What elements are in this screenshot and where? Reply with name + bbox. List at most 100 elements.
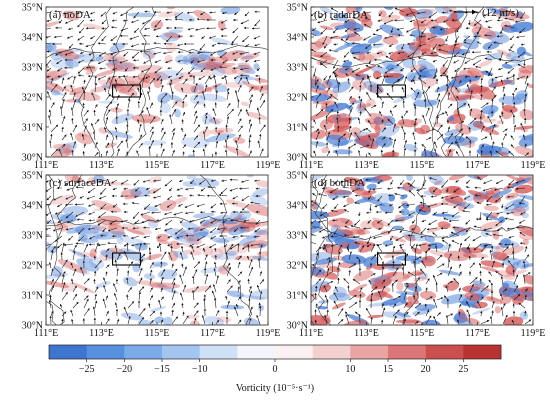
negative-vorticity-patch [503,79,515,86]
y-tick-label: 35°N [22,3,43,14]
negative-vorticity-patch [501,63,513,69]
wind-vector [71,117,74,125]
wind-vector [144,10,151,13]
wind-vector [72,92,76,101]
wind-vector [153,27,162,31]
positive-vorticity-patch [519,109,533,121]
colorbar-tick-label: −25 [79,364,95,375]
wind-vector [222,59,228,64]
wind-vector [200,67,206,73]
positive-vorticity-patch [482,118,497,123]
panel-a: (a) noDA 111°E 113°E 115°E 117°E 119°E 30°N 31°… [22,3,281,172]
wind-vector [237,99,240,109]
wind-vector [208,35,217,39]
wind-vector [97,59,107,64]
wind-vector [240,19,250,25]
positive-vorticity-patch [321,146,330,154]
wind-vector [188,51,195,54]
wind-vector [256,107,261,117]
wind-vector [476,27,482,35]
wind-vector [177,59,184,63]
wind-vector [90,35,96,40]
negative-vorticity-patch [332,139,354,147]
wind-vector [82,102,85,109]
wind-vector [166,35,173,43]
wind-vector [253,51,261,55]
wind-vector [127,98,131,109]
wind-vector [193,101,199,109]
panel-label: (b) radarDA [314,9,368,21]
wind-vector [104,126,107,133]
wind-vector [259,124,266,133]
province-boundary [450,7,485,157]
wind-vector [101,27,107,30]
wind-vector [116,94,120,101]
colorbar-tick-label: 10 [345,364,355,375]
x-tick-label: 119°E [256,328,281,339]
negative-vorticity-patch [490,152,500,157]
wind-vector [61,143,66,149]
positive-vorticity-patch [346,35,363,42]
positive-vorticity-patch [446,113,466,124]
positive-vorticity-patch [477,60,492,68]
negative-vorticity-patch [190,62,223,70]
wind-vector [50,133,53,141]
wind-vector [131,51,140,59]
wind-vector [193,124,201,133]
wind-vector [496,19,504,22]
panel-label: (c) surfaceDA [49,177,112,189]
wind-vector [120,11,129,16]
negative-vorticity-patch [485,52,503,61]
wind-vector [114,85,118,93]
negative-vorticity-patch [198,54,212,61]
wind-vector [112,75,118,78]
wind-vector [257,140,261,149]
wind-vector [133,59,140,62]
x-tick-label: 115°E [410,328,435,339]
wind-vector [330,18,339,21]
wind-vector [169,114,173,125]
wind-vector [239,51,250,55]
positive-vorticity-patch [498,8,518,17]
wind-vector [432,26,438,29]
wind-vector [154,67,162,74]
positive-vorticity-patch [143,50,153,56]
wind-vector [226,91,230,101]
wind-vector [201,35,206,39]
negative-vorticity-patch [516,46,527,57]
wind-vector [396,27,405,31]
positive-vorticity-patch [238,62,251,69]
colorbar-tick-label: 20 [421,364,431,375]
positive-vorticity-patch [389,50,408,62]
wind-vector [58,148,63,157]
positive-vorticity-patch [111,56,126,61]
negative-vorticity-patch [413,8,433,19]
province-boundary [430,7,468,157]
wind-vector [171,108,176,117]
negative-vorticity-patch [457,99,468,108]
wind-vector [123,19,129,22]
positive-vorticity-patch [459,69,474,78]
positive-vorticity-patch [332,125,351,133]
x-tick-label: 113°E [354,328,379,339]
positive-vorticity-patch [514,146,533,157]
positive-vorticity-patch [313,54,337,60]
wind-vector [110,51,118,56]
wind-vector [61,126,64,133]
negative-vorticity-patch [199,93,227,102]
negative-vorticity-patch [201,113,213,125]
negative-vorticity-patch [444,129,461,136]
positive-vorticity-patch [311,76,323,86]
wind-vector [110,35,118,42]
wind-vector [225,124,228,133]
wind-vector [203,103,206,109]
y-tick-label: 32°N [22,93,43,104]
wind-vector [101,35,107,42]
wind-vector [352,16,361,21]
wind-vector [125,117,129,125]
wind-vector [78,74,85,77]
colorbar-segment [388,345,426,359]
wind-vector [83,109,89,117]
